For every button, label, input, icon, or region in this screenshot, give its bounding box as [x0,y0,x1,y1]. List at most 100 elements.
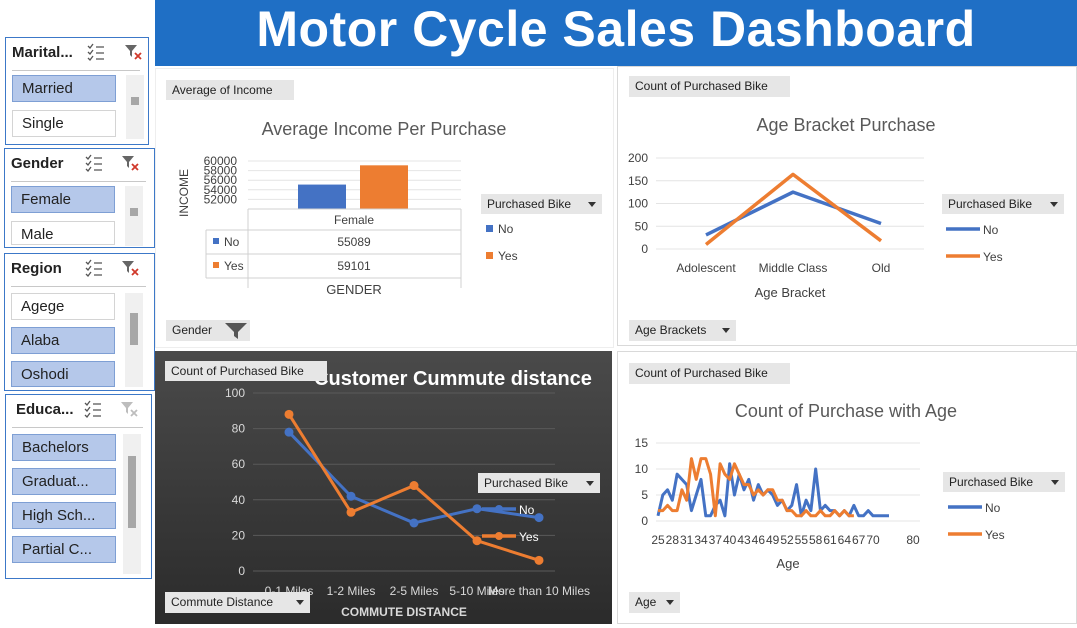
legend-marker-yes [486,252,493,259]
value-field-button[interactable]: Average of Income [166,80,294,100]
x-tick-label: Middle Class [759,261,828,275]
legend-label: No [985,501,1001,515]
slicer-scrollbar[interactable] [125,293,143,387]
slicer-item-married[interactable]: Married [12,75,116,102]
data-point-no [284,427,294,437]
axis-field-button[interactable]: Age Brackets [629,320,736,341]
slicer-item-male[interactable]: Male [11,221,115,245]
scroll-thumb[interactable] [130,208,138,216]
x-tick-label: 67 [852,533,866,547]
axis-field-label: Gender [172,323,213,337]
table-category-label: Female [334,213,374,227]
axis-field-button[interactable]: Age [629,592,680,613]
x-tick-label: 25 [651,533,665,547]
x-tick-label: 52 [780,533,794,547]
slicer-scrollbar[interactable] [126,75,144,139]
axis-field-button[interactable]: Gender [166,320,250,341]
legend-field-button[interactable]: Purchased Bike [942,194,1064,214]
dropdown-arrow-icon [588,202,596,207]
series-line-yes [658,457,854,518]
legend-key-yes [213,262,219,268]
x-tick-label: 5-10 Miles [449,584,504,598]
x-tick-label: 80 [906,533,920,547]
y-tick-label: 56000 [204,173,238,187]
clear-filter-icon[interactable] [124,43,144,61]
axis-field-label: Commute Distance [171,595,274,609]
dashboard-title: Motor Cycle Sales Dashboard [155,0,1077,66]
table-value: 59101 [337,259,371,273]
slicer-header: Region [5,254,154,286]
y-tick-label: 58000 [204,164,238,178]
value-field-button[interactable]: Count of Purchased Bike [165,361,327,381]
slicer-gender: Gender Female Male [4,148,155,248]
slicer-title: Marital... [12,44,73,61]
slicer-scrollbar[interactable] [125,186,143,246]
slicer-region: Region Agege Alaba Oshodi [4,253,155,391]
age-bracket-line-chart: 200 150 100 50 0 Adolescent Middle Class Old Age… [628,115,1003,300]
data-point-no [472,504,482,514]
value-field-button[interactable]: Count of Purchased Bike [629,363,790,384]
scroll-thumb[interactable] [128,456,136,528]
legend-field-label: Purchased Bike [484,476,569,490]
x-tick-label: 61 [823,533,837,547]
scroll-thumb[interactable] [130,313,138,345]
data-point-no [346,491,356,501]
y-tick-label: 0 [641,242,648,256]
value-field-button[interactable]: Count of Purchased Bike [629,76,790,97]
legend-label: Yes [498,249,518,263]
x-axis-label: Age [776,556,799,571]
slicer-item-agege[interactable]: Agege [11,293,115,320]
x-axis-label: COMMUTE DISTANCE [341,605,467,619]
slicer-item-alaba[interactable]: Alaba [11,327,115,354]
series-line-yes [704,172,883,246]
slicer-item-bachelors[interactable]: Bachelors [12,434,116,461]
axis-field-label: Age Brackets [635,323,707,337]
slicer-header: Gender [5,149,154,181]
series-line-no [705,190,882,237]
slicer-item-female[interactable]: Female [11,186,115,213]
x-tick-label: More than 10 Miles [488,584,590,598]
slicer-header: Marital... [6,38,148,70]
legend-field-button[interactable]: Purchased Bike [478,473,600,493]
slicer-item-oshodi[interactable]: Oshodi [11,361,115,387]
slicer-divider [12,427,143,428]
legend-field-label: Purchased Bike [949,475,1034,489]
y-axis-label: INCOME [177,169,191,217]
multi-select-icon[interactable] [86,43,106,61]
x-tick-label: 43 [737,533,751,547]
x-tick-label: 40 [723,533,737,547]
clear-filter-icon[interactable] [120,400,140,418]
axis-field-button[interactable]: Commute Distance [165,592,310,613]
legend-label: Yes [519,530,539,544]
slicer-education: Educa... Bachelors Graduat... High Sch..… [5,394,152,579]
slicer-scrollbar[interactable] [123,434,141,574]
data-point-yes [472,536,482,546]
slicer-header: Educa... [6,395,151,427]
multi-select-icon[interactable] [83,400,103,418]
chart-title: Age Bracket Purchase [756,115,935,135]
clear-filter-icon[interactable] [121,259,141,277]
dropdown-arrow-icon [296,600,304,605]
chart-title: Average Income Per Purchase [262,119,507,139]
x-tick-label: 31 [680,533,694,547]
y-tick-label: 200 [628,151,648,165]
income-chart-panel: Average of Income Average Income Per Pur… [155,68,614,348]
legend-field-button[interactable]: Purchased Bike [481,194,602,214]
slicer-item-high-school[interactable]: High Sch... [12,502,116,529]
slicer-divider [11,181,146,182]
slicer-item-single[interactable]: Single [12,110,116,137]
legend-marker-yes [495,532,503,540]
y-tick-label: 10 [635,462,649,476]
legend-field-button[interactable]: Purchased Bike [943,472,1065,492]
multi-select-icon[interactable] [84,154,104,172]
y-tick-label: 0 [238,564,245,578]
data-point-yes [284,409,294,419]
table-value: 55089 [337,235,371,249]
multi-select-icon[interactable] [84,259,104,277]
slicer-item-graduate[interactable]: Graduat... [12,468,116,495]
x-tick-label: 49 [766,533,780,547]
slicer-item-partial-college[interactable]: Partial C... [12,536,116,563]
clear-filter-icon[interactable] [121,154,141,172]
chart-title: Customer Cummute distance [314,368,592,390]
scroll-thumb[interactable] [131,97,139,105]
